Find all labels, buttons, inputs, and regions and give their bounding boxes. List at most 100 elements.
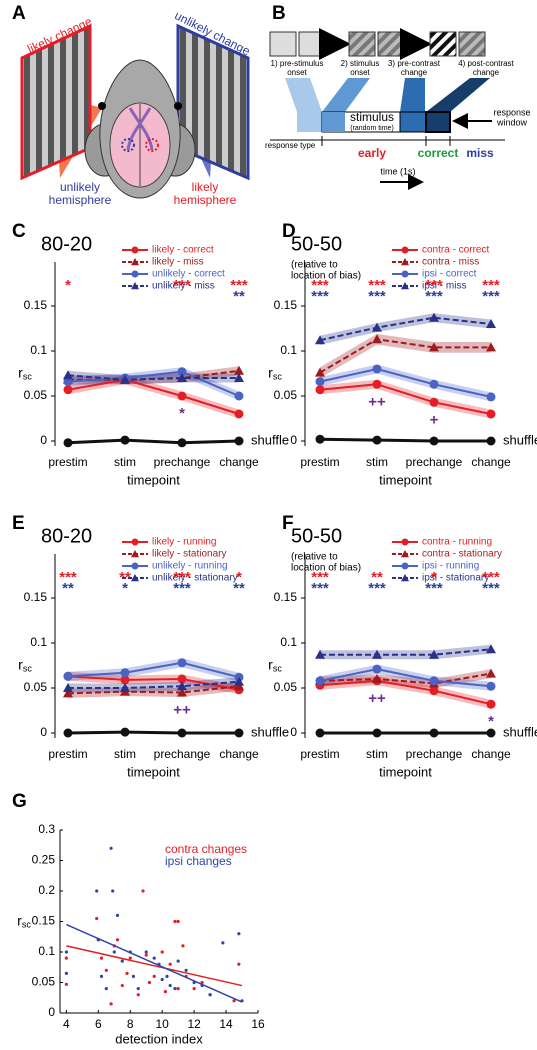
hemisphere-label: unlikely (60, 180, 100, 194)
error-band (68, 370, 239, 385)
step-label: onset (350, 68, 370, 77)
shuffle-label: shuffle (503, 724, 537, 739)
x-axis-label: timepoint (379, 764, 432, 779)
x-tick-label: prechange (406, 747, 463, 761)
marker (372, 379, 382, 389)
shuffle-marker (63, 728, 73, 738)
legend-label: contra changes (165, 842, 247, 856)
y-label-main: r (18, 656, 23, 672)
error-band (68, 671, 239, 695)
marker (177, 367, 187, 377)
shuffle-marker (177, 438, 187, 448)
point (128, 956, 132, 960)
shuffle-marker (120, 727, 130, 737)
chart-title: 80-20 (41, 525, 92, 547)
panel-letter: D (282, 221, 296, 242)
shuffle-marker (234, 728, 244, 738)
x-tick-label: change (471, 747, 511, 761)
error-band (320, 333, 491, 378)
screen (458, 31, 486, 57)
y-tick-label: 0.25 (32, 853, 56, 867)
y-label-main: r (268, 656, 273, 672)
y-tick-label: 0 (40, 433, 47, 447)
y-label-sub: sc (22, 920, 32, 930)
marker (429, 342, 439, 352)
step-label: 4) post-contrast (458, 59, 514, 68)
point (104, 987, 108, 991)
y-axis-label: rsc (17, 912, 31, 930)
y-axis-label: rsc (18, 656, 32, 674)
x-tick-label: change (219, 455, 259, 469)
error-band (320, 644, 491, 660)
point (237, 932, 241, 936)
legend-label: likely - miss (152, 257, 204, 268)
error-band (68, 658, 239, 682)
marker (486, 319, 496, 328)
point (176, 987, 180, 991)
marker (372, 334, 382, 344)
x-axis-label: timepoint (127, 764, 180, 779)
prechange-block (399, 111, 427, 133)
legend-marker (131, 246, 139, 254)
legend-label: unlikely - miss (152, 281, 215, 292)
point (104, 968, 108, 972)
time-label: time (1s) (380, 166, 415, 176)
significance: ** (371, 569, 383, 586)
error-band (320, 364, 491, 402)
point (152, 974, 156, 979)
marker (372, 674, 382, 683)
legend-label: ipsi - stationary (422, 573, 489, 584)
stage-connector (285, 78, 322, 112)
legend-label: ipsi - running (422, 561, 479, 572)
pathway (128, 107, 154, 151)
point (165, 974, 169, 979)
significance: *** (311, 277, 329, 294)
point (160, 950, 164, 954)
legend-label: ipsi - correct (422, 269, 477, 280)
significance: *** (59, 569, 77, 586)
x-tick-label: prestim (48, 455, 87, 469)
legend-marker (131, 282, 139, 290)
legend-marker (401, 562, 409, 570)
marker (177, 373, 187, 382)
step-label: 3) pre-contrast (388, 59, 441, 68)
legend-marker (131, 562, 139, 570)
marker (120, 374, 130, 384)
series-line (67, 685, 240, 695)
significance: * (65, 277, 71, 294)
marker (372, 664, 382, 674)
significance: *** (311, 580, 329, 597)
x-tick-label: 12 (187, 1017, 201, 1031)
point (120, 983, 124, 988)
hemisphere-label: hemisphere (174, 193, 237, 207)
point (95, 889, 99, 893)
marker (177, 674, 187, 684)
hemisphere-label: hemisphere (49, 193, 112, 207)
marker (429, 676, 439, 686)
error-band (320, 669, 491, 688)
x-tick-label: stim (366, 747, 388, 761)
x-tick-label: 8 (127, 1017, 134, 1031)
marker (486, 392, 496, 402)
y-label-main: r (268, 364, 273, 380)
significance: * (122, 580, 128, 597)
y-tick-label: 0.05 (32, 975, 56, 989)
panel-letter: A (12, 3, 26, 24)
marker (315, 676, 325, 686)
significance: *** (368, 580, 386, 597)
shuffle-label: shuffle (503, 432, 537, 447)
x-axis-label: timepoint (379, 472, 432, 487)
eye (174, 102, 182, 110)
point (168, 983, 172, 988)
marker (486, 699, 496, 709)
error-band (320, 379, 491, 419)
screen (429, 31, 457, 57)
marker (486, 668, 496, 678)
marker (177, 658, 187, 668)
stimulus-note: (random time) (350, 125, 394, 132)
shuffle-marker (372, 728, 382, 738)
stimulus-onset-block (322, 112, 345, 132)
series-line (319, 679, 492, 706)
significance: *** (482, 580, 500, 597)
